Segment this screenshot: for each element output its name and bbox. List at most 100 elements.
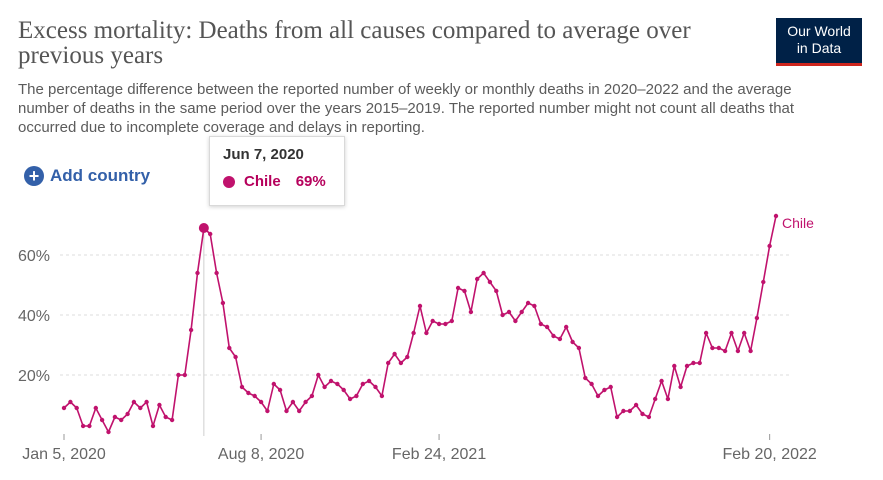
data-point — [227, 345, 232, 351]
data-point — [659, 378, 664, 384]
data-point — [532, 303, 537, 309]
data-point — [735, 348, 741, 354]
data-point — [710, 345, 715, 351]
data-point — [239, 384, 245, 390]
data-point — [106, 429, 111, 435]
data-point — [411, 330, 416, 336]
data-point — [347, 396, 353, 402]
data-point — [703, 330, 709, 336]
data-point — [220, 300, 226, 306]
data-point — [589, 381, 594, 387]
data-point — [131, 399, 137, 405]
data-point — [61, 405, 67, 411]
data-point — [322, 384, 327, 390]
data-point — [583, 375, 588, 381]
add-country-button[interactable]: + Add country — [24, 166, 150, 186]
data-point — [74, 405, 79, 411]
data-point — [691, 360, 696, 366]
data-point — [742, 330, 747, 336]
data-point — [157, 402, 162, 408]
data-point — [462, 288, 467, 294]
data-point — [653, 396, 658, 402]
data-point — [188, 327, 194, 333]
grid-lines — [60, 254, 790, 376]
data-point — [328, 378, 334, 384]
data-point — [449, 318, 454, 324]
tooltip-value: 69% — [295, 173, 326, 190]
data-point — [335, 381, 340, 387]
data-point — [481, 270, 486, 276]
data-point — [519, 309, 524, 315]
data-point — [506, 309, 512, 315]
data-point — [354, 393, 359, 399]
data-point — [246, 390, 251, 396]
data-point — [595, 393, 601, 399]
data-point — [608, 384, 613, 390]
logo-line-2: in Data — [796, 40, 842, 56]
data-point — [570, 339, 575, 345]
chart-title: Excess mortality: Deaths from all causes… — [18, 17, 691, 69]
data-point — [443, 321, 448, 327]
data-point — [767, 243, 772, 249]
data-point — [277, 387, 283, 393]
data-point — [665, 396, 671, 402]
data-point — [303, 399, 308, 405]
data-point — [93, 405, 99, 411]
data-point — [748, 348, 753, 354]
data-point — [297, 408, 302, 414]
x-tick-label: Aug 8, 2020 — [218, 446, 304, 463]
data-point — [602, 387, 607, 393]
plus-circle-icon: + — [24, 166, 44, 186]
x-tick-label: Feb 20, 2022 — [722, 446, 816, 463]
y-tick-label: 60% — [18, 248, 50, 265]
highlighted-point — [198, 223, 209, 233]
data-point — [290, 399, 296, 405]
data-point — [614, 414, 620, 420]
y-tick-label: 40% — [18, 308, 50, 325]
data-point — [284, 408, 289, 414]
data-point — [265, 408, 270, 414]
owid-logo[interactable]: Our World in Data — [776, 18, 862, 66]
data-point — [729, 330, 734, 336]
data-point — [640, 411, 645, 417]
data-point — [271, 381, 276, 387]
data-point — [722, 348, 728, 354]
data-point — [316, 372, 321, 378]
data-point — [169, 417, 175, 423]
data-point — [195, 270, 200, 276]
data-point — [468, 309, 474, 315]
data-point — [633, 402, 639, 408]
data-point — [487, 279, 493, 285]
data-point — [392, 351, 397, 357]
data-point — [176, 372, 181, 378]
data-point — [646, 414, 652, 420]
data-point — [373, 384, 378, 390]
data-point — [112, 414, 118, 420]
data-point — [475, 276, 480, 282]
data-point — [773, 213, 779, 219]
data-point — [309, 393, 315, 399]
data-point — [99, 417, 105, 423]
data-point — [163, 414, 168, 420]
data-point — [754, 315, 760, 321]
data-point — [551, 333, 556, 339]
data-point — [68, 399, 73, 405]
data-point — [716, 345, 721, 351]
data-point — [761, 279, 766, 285]
tooltip-color-dot — [223, 175, 235, 188]
data-point — [564, 324, 569, 330]
data-point — [697, 360, 702, 366]
tooltip: Jun 7, 2020 Chile 69% — [209, 136, 345, 206]
data-point — [424, 330, 429, 336]
data-point — [455, 285, 461, 291]
data-point — [398, 360, 404, 366]
tooltip-date: Jun 7, 2020 — [223, 146, 304, 163]
data-point — [386, 360, 391, 366]
data-point — [252, 393, 257, 399]
data-point — [621, 408, 626, 414]
data-point — [405, 354, 410, 360]
x-tick-label: Jan 5, 2020 — [22, 446, 106, 463]
data-point — [557, 336, 563, 342]
data-point — [500, 312, 505, 318]
